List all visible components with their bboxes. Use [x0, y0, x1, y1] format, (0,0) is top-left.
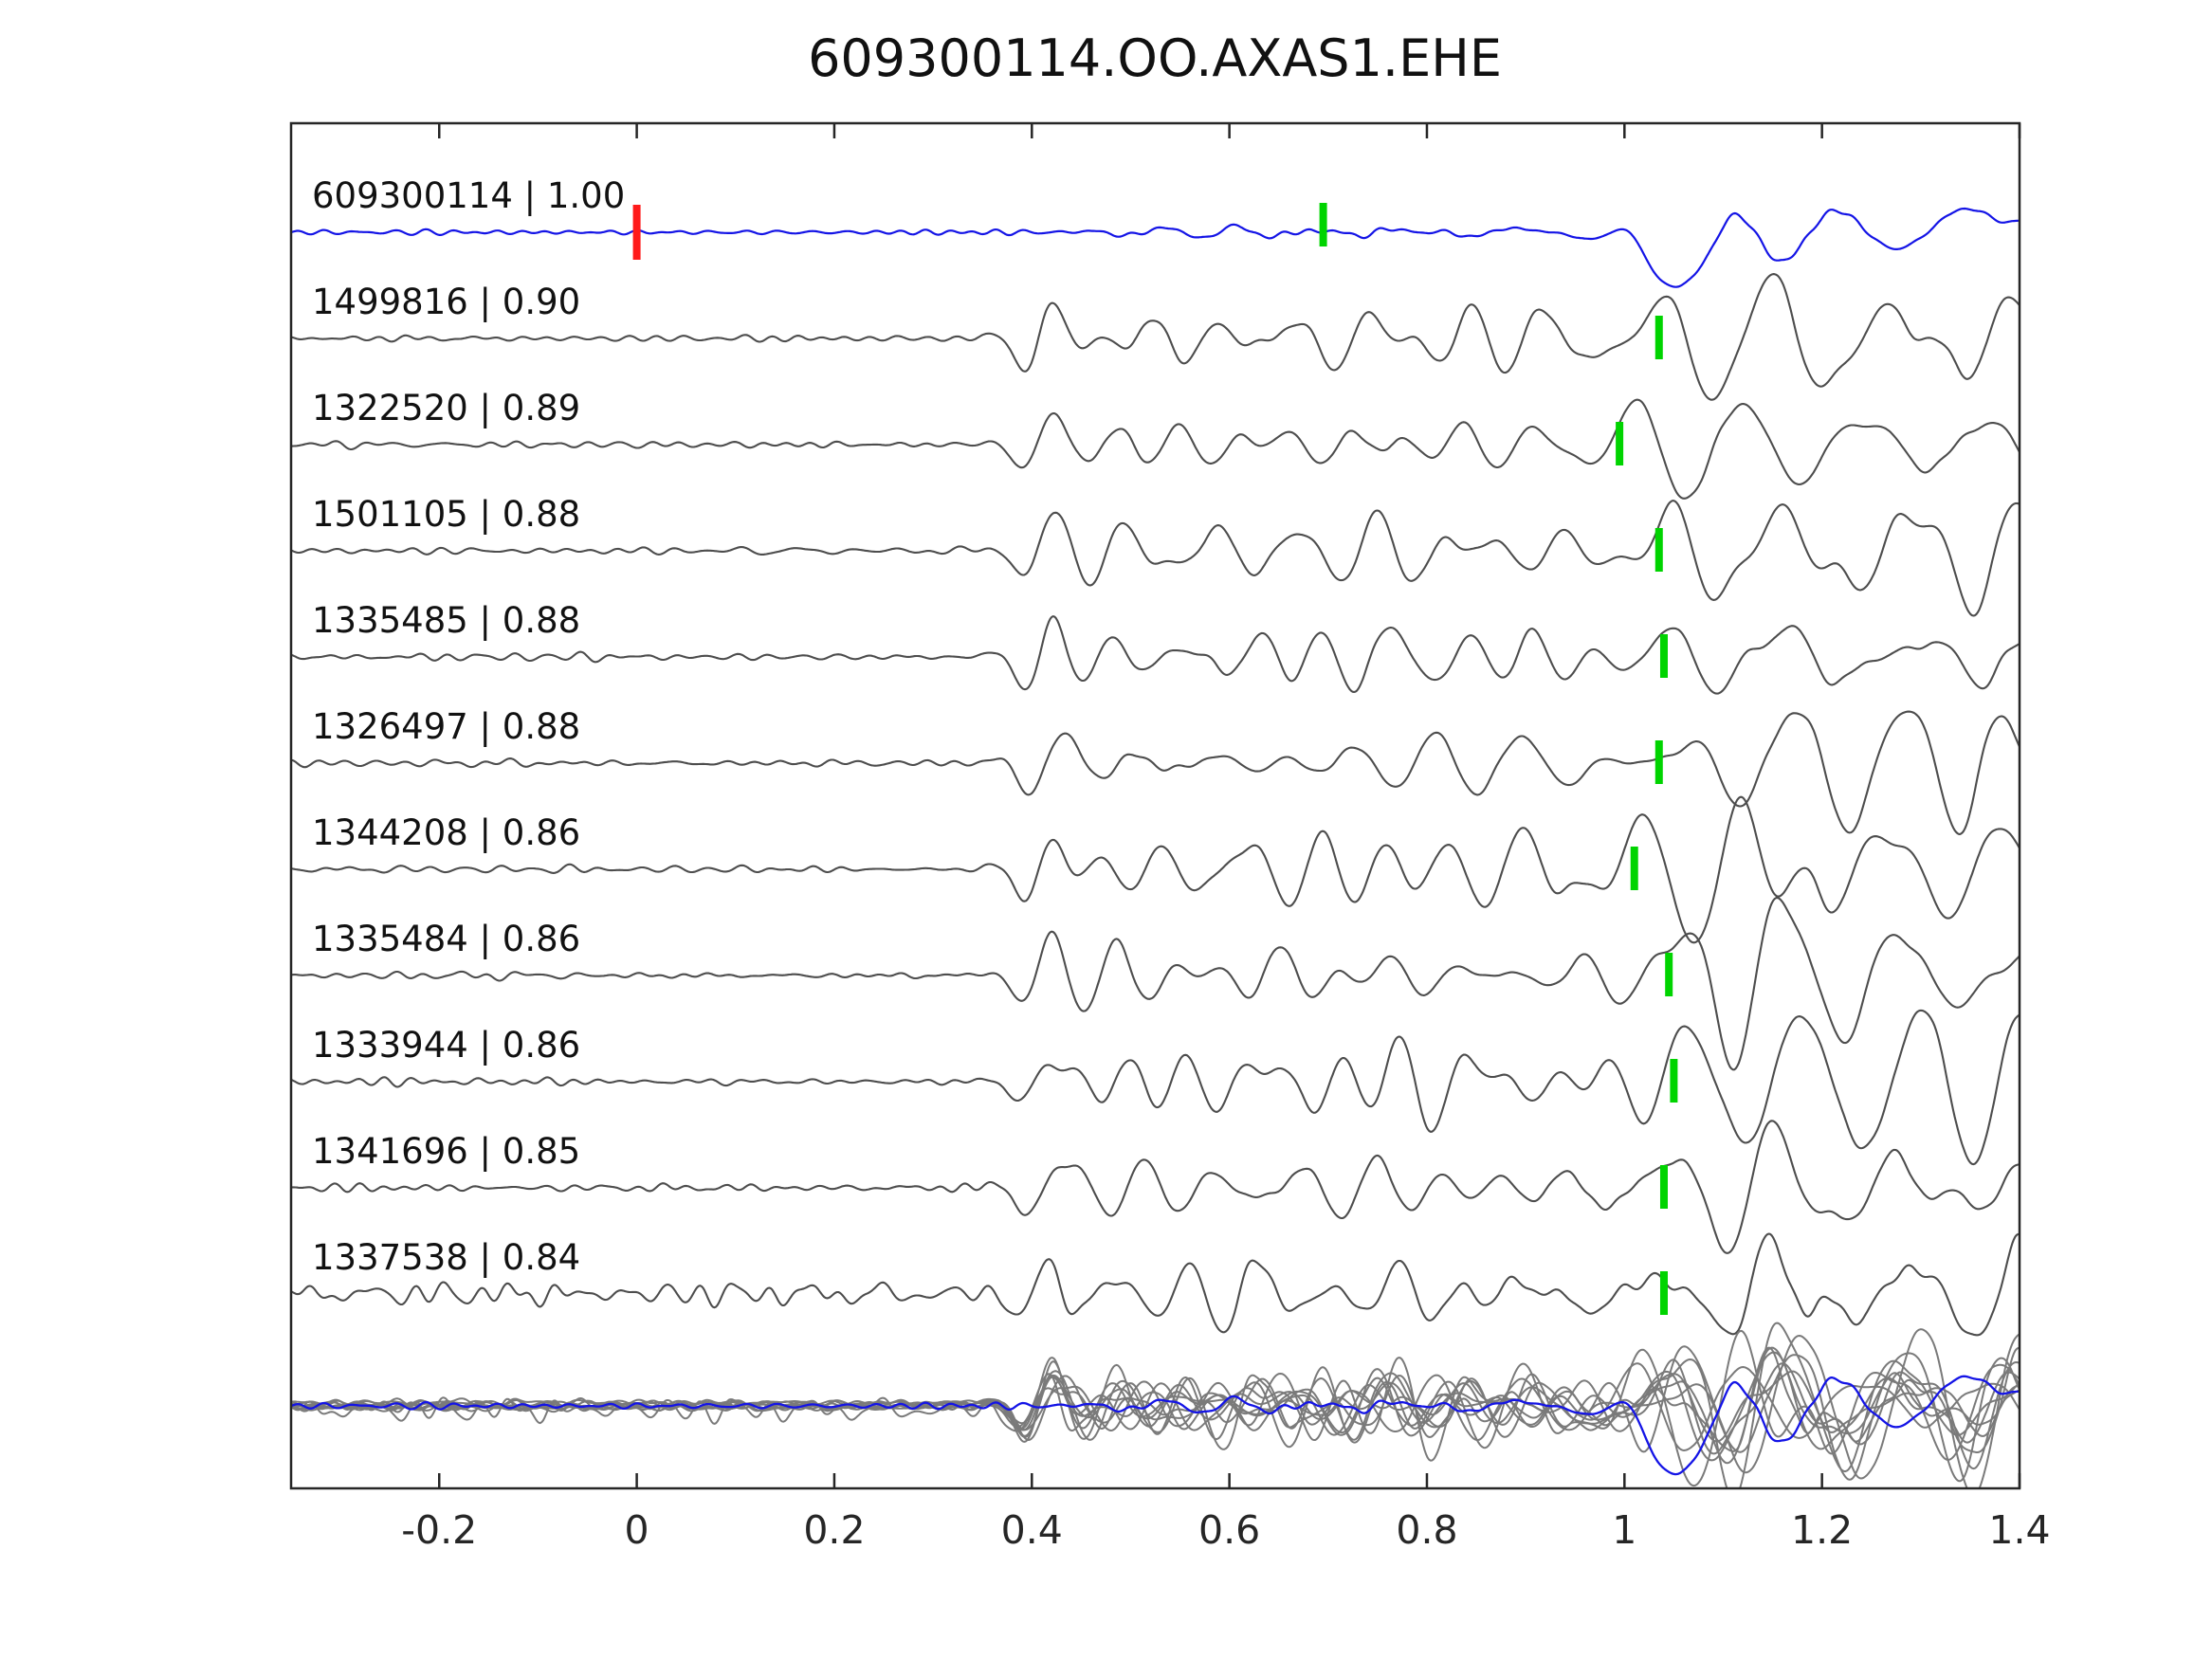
x-tick-label: 0 [625, 1507, 649, 1553]
x-tick-label: 0.8 [1396, 1507, 1457, 1553]
trace-label: 1341696 | 0.85 [312, 1131, 580, 1172]
match-trace-line [291, 1120, 2020, 1254]
trace-label: 609300114 | 1.00 [312, 175, 625, 216]
x-tick-label: 1.4 [1988, 1507, 2050, 1553]
overlay-reference-line [291, 1375, 2020, 1476]
x-tick-label: 0.6 [1198, 1507, 1260, 1553]
trace-label: 1335485 | 0.88 [312, 600, 580, 641]
trace-label: 1326497 | 0.88 [312, 706, 580, 747]
overlay-trace-line [291, 1362, 2020, 1451]
overlay-trace-line [291, 1329, 2020, 1487]
trace-label: 1501105 | 0.88 [312, 494, 580, 535]
x-tick-label: -0.2 [401, 1507, 477, 1553]
pick-marker [1659, 1165, 1668, 1209]
plot-border [289, 121, 2021, 1490]
x-tick-label: 1 [1612, 1507, 1636, 1553]
pick-marker [1630, 847, 1638, 890]
match-trace-line [291, 500, 2020, 617]
trace-label: 1333944 | 0.86 [312, 1025, 580, 1066]
x-tick-label: 0.2 [803, 1507, 865, 1553]
pick-marker [1665, 953, 1673, 996]
match-trace-line [291, 710, 2020, 835]
x-tick-label: 0.4 [1001, 1507, 1063, 1553]
match-trace-line [291, 273, 2020, 401]
pick-marker [1670, 1059, 1678, 1103]
x-tick-label: 1.2 [1791, 1507, 1853, 1553]
match-trace-line [291, 795, 2020, 944]
trace-label: 1322520 | 0.89 [312, 388, 580, 428]
reference-zero-marker [632, 205, 641, 260]
overlay-trace-line [291, 1322, 2020, 1488]
match-trace-line [291, 1009, 2020, 1166]
reference-pick-marker [1319, 203, 1327, 246]
reference-trace-line [291, 207, 2020, 288]
pick-marker [1616, 422, 1624, 465]
match-trace-line [291, 615, 2020, 695]
match-trace-line [291, 398, 2020, 500]
pick-marker [1654, 528, 1663, 572]
match-trace-line [291, 896, 2020, 1071]
trace-label: 1335484 | 0.86 [312, 919, 580, 959]
pick-marker [1654, 740, 1663, 784]
trace-label: 1337538 | 0.84 [312, 1237, 580, 1278]
traces-group [291, 207, 2020, 1488]
overlay-trace-line [291, 1346, 2020, 1465]
trace-label: 1344208 | 0.86 [312, 812, 580, 853]
trace-label: 1499816 | 0.90 [312, 282, 580, 322]
pick-marker [1659, 1271, 1668, 1315]
figure-title: 609300114.OO.AXAS1.EHE [808, 28, 1502, 88]
pick-marker [1659, 634, 1668, 678]
pick-marker [1654, 316, 1663, 359]
match-trace-line [291, 1232, 2020, 1337]
